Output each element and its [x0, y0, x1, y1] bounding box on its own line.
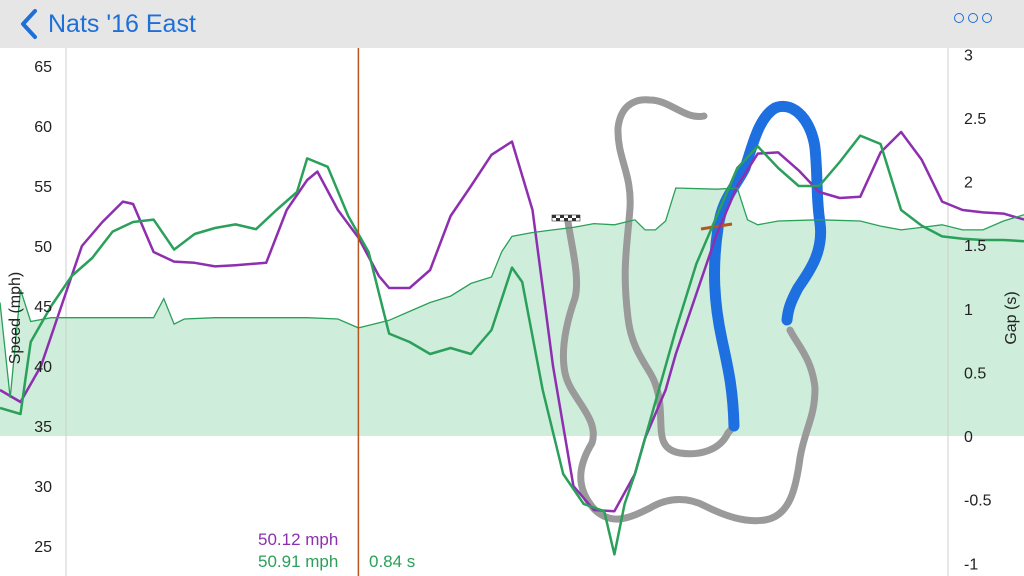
left-axis-title: Speed (mph)	[7, 272, 24, 365]
more-options-button[interactable]	[954, 13, 992, 23]
right-tick-label: -1	[964, 556, 978, 573]
checkered-flag-icon	[551, 214, 581, 222]
more-circles-icon	[954, 13, 964, 23]
green-speed-line	[0, 134, 1024, 556]
track-path	[559, 96, 819, 525]
more-circles-icon	[968, 13, 978, 23]
right-tick-label: -0.5	[964, 493, 992, 510]
purple-speed-line	[0, 130, 1024, 513]
right-tick-label: 3	[964, 48, 973, 64]
left-tick-label: 50	[34, 239, 52, 256]
left-tick-label: 60	[34, 119, 52, 136]
gap-readout: 0.84 s	[369, 552, 416, 571]
navigation-bar: Nats '16 East	[0, 0, 1024, 48]
right-tick-label: 1.5	[964, 238, 986, 255]
left-tick-label: 55	[34, 179, 52, 196]
track-highlight-path	[709, 100, 827, 432]
series-layer	[0, 130, 1024, 556]
left-tick-label: 40	[34, 359, 52, 376]
chevron-left-icon	[21, 9, 37, 39]
gap-area-fill	[0, 188, 1024, 436]
green-speed-readout: 50.91 mph	[258, 552, 339, 571]
right-axis-title: Gap (s)	[1003, 291, 1020, 344]
gap-area-layer	[0, 188, 1024, 436]
left-tick-label: 30	[34, 479, 52, 496]
left-tick-label: 25	[34, 539, 52, 556]
track-map	[551, 96, 827, 525]
gap-series-line	[0, 187, 1024, 398]
track-position-marker	[700, 222, 733, 231]
left-tick-label: 65	[34, 59, 52, 76]
speed-gap-chart[interactable]: 25 30 35 40 45 50 55 60 65 -1 -0.5 0 0.5 1 1.5 2 2.5 3 Sp…	[0, 48, 1024, 576]
left-tick-label: 45	[34, 299, 52, 316]
back-button[interactable]: Nats '16 East	[18, 6, 196, 42]
right-tick-label: 0	[964, 429, 973, 446]
right-tick-label: 2.5	[964, 111, 986, 128]
right-tick-label: 0.5	[964, 365, 986, 382]
left-tick-label: 35	[34, 419, 52, 436]
purple-speed-readout: 50.12 mph	[258, 530, 339, 549]
more-circles-icon	[982, 13, 992, 23]
axis-ticks-layer: 25 30 35 40 45 50 55 60 65 -1 -0.5 0 0.5 1 1.5 2 2.5 3	[34, 48, 991, 573]
right-tick-label: 1	[964, 302, 973, 319]
page-title: Nats '16 East	[48, 9, 196, 38]
grid-layer	[65, 48, 949, 576]
right-tick-label: 2	[964, 175, 973, 192]
